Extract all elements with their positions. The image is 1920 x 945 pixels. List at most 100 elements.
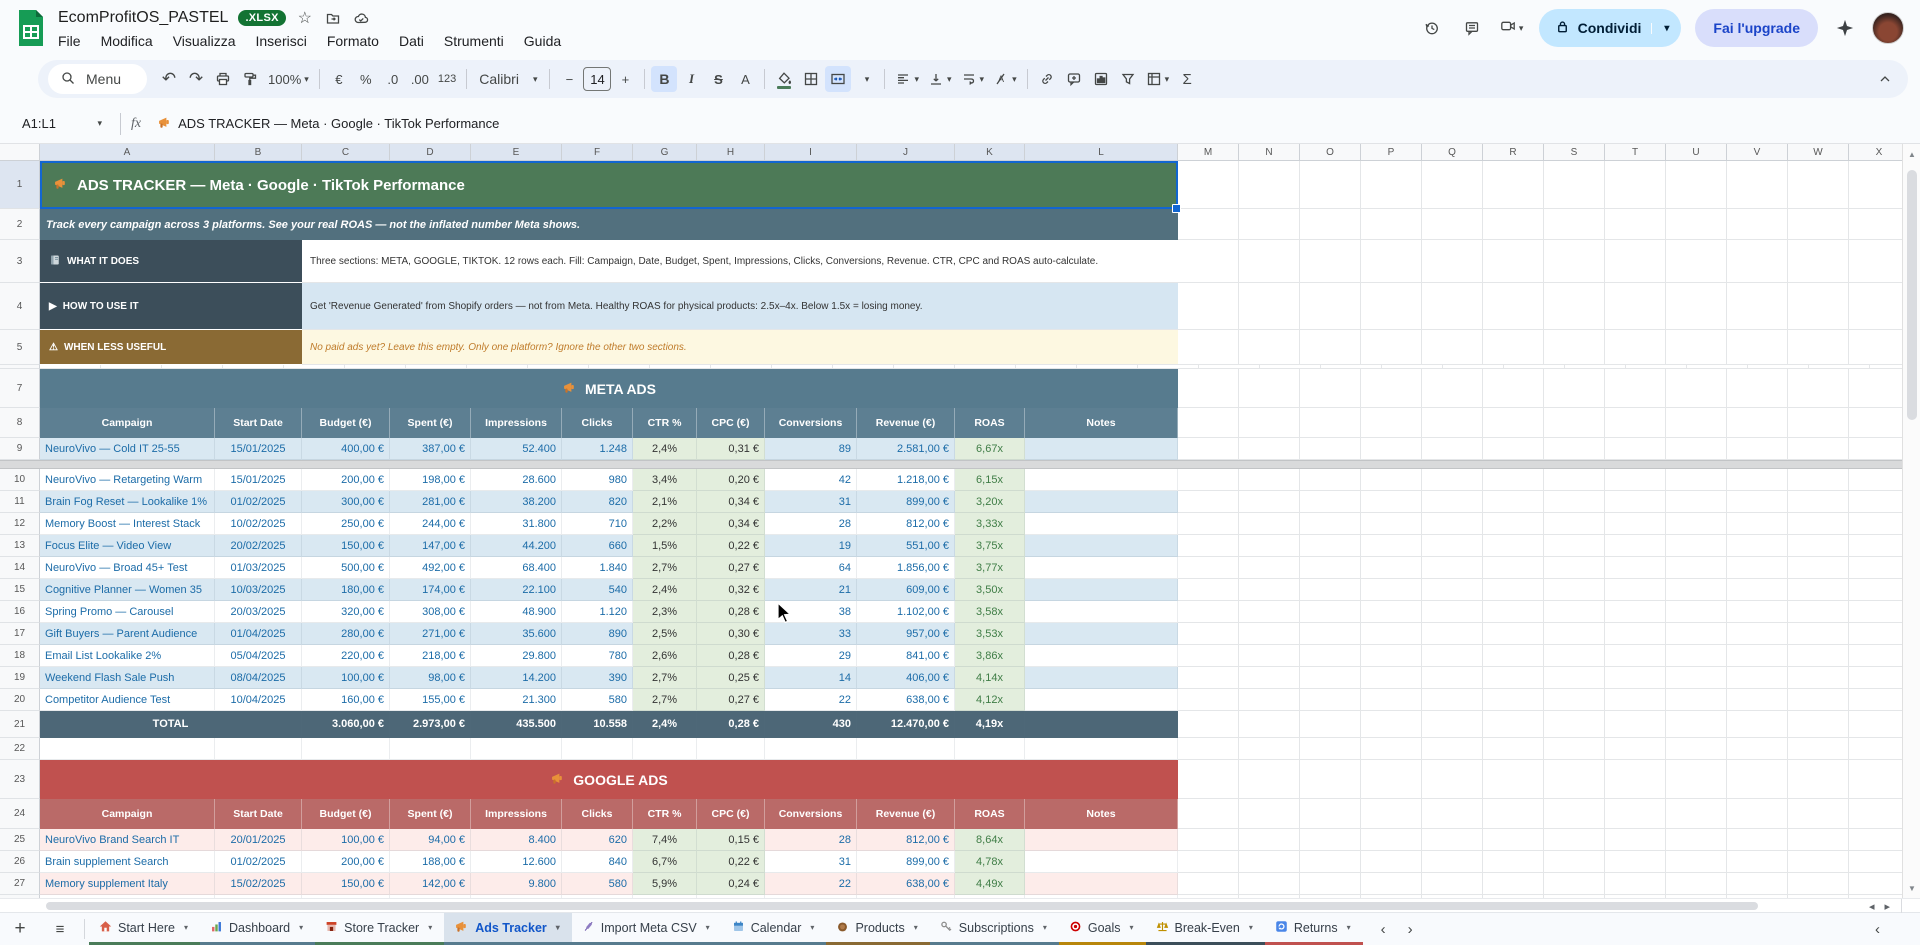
total-cell[interactable]: 10.558 bbox=[562, 711, 633, 738]
row-header[interactable]: 24 bbox=[0, 799, 40, 829]
cell[interactable]: 100,00 € bbox=[302, 667, 390, 689]
cell[interactable]: CTR % bbox=[633, 799, 697, 829]
avatar[interactable] bbox=[1872, 12, 1904, 44]
tab-products[interactable]: Products ▾ bbox=[826, 913, 930, 945]
row-header[interactable]: 15 bbox=[0, 579, 40, 601]
cell[interactable] bbox=[1025, 513, 1178, 535]
cell[interactable]: 620 bbox=[562, 829, 633, 851]
formula-input[interactable]: ADS TRACKER — Meta · Google · TikTok Per… bbox=[157, 115, 499, 133]
cell[interactable]: 200,00 € bbox=[302, 469, 390, 491]
cell[interactable]: 0,34 € bbox=[697, 491, 765, 513]
cell[interactable]: 42 bbox=[765, 469, 857, 491]
cell[interactable]: NeuroVivo Brand Search IT bbox=[40, 829, 215, 851]
cell[interactable]: Focus Elite — Video View bbox=[40, 535, 215, 557]
cell[interactable]: 2,6% bbox=[633, 645, 697, 667]
cell[interactable] bbox=[1025, 469, 1178, 491]
cell[interactable]: 38 bbox=[765, 601, 857, 623]
fill-handle[interactable] bbox=[1172, 204, 1181, 213]
cell[interactable]: 0,15 € bbox=[697, 829, 765, 851]
tab-store-tracker[interactable]: Store Tracker ▾ bbox=[315, 913, 445, 945]
cell[interactable]: 710 bbox=[562, 513, 633, 535]
cell[interactable]: 244,00 € bbox=[390, 513, 471, 535]
column-header-Q[interactable]: Q bbox=[1422, 144, 1483, 161]
gemini-sparkle-icon[interactable] bbox=[1832, 15, 1858, 41]
cell[interactable] bbox=[1025, 667, 1178, 689]
column-header-F[interactable]: F bbox=[562, 144, 633, 161]
cell[interactable]: 21.300 bbox=[471, 689, 562, 711]
cell[interactable] bbox=[302, 738, 390, 760]
column-header-K[interactable]: K bbox=[955, 144, 1025, 161]
cell[interactable]: 188,00 € bbox=[390, 851, 471, 873]
cell[interactable]: 08/04/2025 bbox=[215, 667, 302, 689]
column-header-A[interactable]: A bbox=[40, 144, 215, 161]
cell[interactable]: 48.900 bbox=[471, 601, 562, 623]
cell[interactable] bbox=[1025, 895, 1178, 898]
borders-button[interactable] bbox=[798, 66, 824, 92]
cell[interactable]: 28.600 bbox=[471, 469, 562, 491]
bold-button[interactable]: B bbox=[651, 66, 678, 92]
share-dropdown[interactable]: ▾ bbox=[1651, 22, 1681, 34]
cell[interactable]: 638,00 € bbox=[857, 873, 955, 895]
cell[interactable]: 4,78x bbox=[955, 851, 1025, 873]
horizontal-scroll-thumb[interactable] bbox=[46, 902, 1758, 910]
cell[interactable]: Revenue (€) bbox=[857, 408, 955, 438]
row-header[interactable]: 2 bbox=[0, 209, 40, 240]
tab-dashboard[interactable]: Dashboard ▾ bbox=[199, 913, 316, 945]
cell[interactable]: 180,00 € bbox=[302, 579, 390, 601]
menu-dati[interactable]: Dati bbox=[398, 33, 424, 49]
cell[interactable]: 29.800 bbox=[471, 645, 562, 667]
column-header-W[interactable]: W bbox=[1788, 144, 1849, 161]
tabs-scroll-left[interactable]: ‹ bbox=[1380, 920, 1386, 938]
column-header-C[interactable]: C bbox=[302, 144, 390, 161]
cell[interactable] bbox=[765, 895, 857, 898]
cell[interactable]: 957,00 € bbox=[857, 623, 955, 645]
cell[interactable]: 0,22 € bbox=[697, 535, 765, 557]
cell[interactable]: 841,00 € bbox=[857, 645, 955, 667]
cell[interactable]: 2,5% bbox=[633, 623, 697, 645]
column-header-D[interactable]: D bbox=[390, 144, 471, 161]
cell[interactable]: 2,7% bbox=[633, 689, 697, 711]
paint-format-button[interactable] bbox=[237, 66, 263, 92]
cell[interactable]: 21 bbox=[765, 579, 857, 601]
cell[interactable]: 2,4% bbox=[633, 438, 697, 460]
cell[interactable]: 20/02/2025 bbox=[215, 535, 302, 557]
cell[interactable]: 0,31 € bbox=[697, 438, 765, 460]
hscroll-left-arrow[interactable]: ◂ bbox=[1868, 900, 1875, 913]
cell[interactable]: CPC (€) bbox=[697, 408, 765, 438]
menu-guida[interactable]: Guida bbox=[523, 33, 562, 49]
row-header[interactable]: 4 bbox=[0, 283, 40, 330]
cell[interactable]: 0,24 € bbox=[697, 873, 765, 895]
hide-toolbar-button[interactable] bbox=[1872, 66, 1898, 92]
row-header[interactable] bbox=[0, 365, 40, 369]
cell[interactable]: 390 bbox=[562, 667, 633, 689]
cell[interactable]: 10/02/2025 bbox=[215, 513, 302, 535]
cell[interactable]: 9.800 bbox=[471, 873, 562, 895]
cell[interactable]: 29 bbox=[765, 645, 857, 667]
tab-import-meta-csv[interactable]: Import Meta CSV ▾ bbox=[571, 913, 722, 945]
cell[interactable]: Budget (€) bbox=[302, 408, 390, 438]
merge-cells-button[interactable] bbox=[825, 66, 852, 92]
text-wrap-button[interactable]: ▾ bbox=[957, 66, 989, 92]
cell[interactable]: 2,7% bbox=[633, 667, 697, 689]
cell[interactable]: Impressions bbox=[471, 799, 562, 829]
cell[interactable]: 281,00 € bbox=[390, 491, 471, 513]
all-sheets-button[interactable]: ≡ bbox=[55, 920, 65, 938]
total-cell[interactable]: 4,19x bbox=[955, 711, 1025, 738]
cell[interactable] bbox=[1025, 535, 1178, 557]
increase-decimals-button[interactable]: .00 bbox=[410, 71, 429, 87]
cell[interactable]: Campaign bbox=[40, 799, 215, 829]
cell[interactable] bbox=[302, 895, 390, 898]
cell[interactable]: 840 bbox=[562, 851, 633, 873]
cell[interactable]: Weekend Flash Sale Push bbox=[40, 667, 215, 689]
cell[interactable]: CTR % bbox=[633, 408, 697, 438]
cell[interactable]: 0,25 € bbox=[697, 667, 765, 689]
cell[interactable]: 31.800 bbox=[471, 513, 562, 535]
cell[interactable]: Spring Promo — Carousel bbox=[40, 601, 215, 623]
cell[interactable]: 0,27 € bbox=[697, 557, 765, 579]
cell[interactable] bbox=[955, 738, 1025, 760]
column-header-U[interactable]: U bbox=[1666, 144, 1727, 161]
redo-button[interactable]: ↷ bbox=[188, 69, 204, 88]
cell[interactable]: 8,64x bbox=[955, 829, 1025, 851]
horizontal-scrollbar[interactable]: ◂ ▸ bbox=[0, 898, 1920, 913]
cell[interactable] bbox=[1025, 491, 1178, 513]
